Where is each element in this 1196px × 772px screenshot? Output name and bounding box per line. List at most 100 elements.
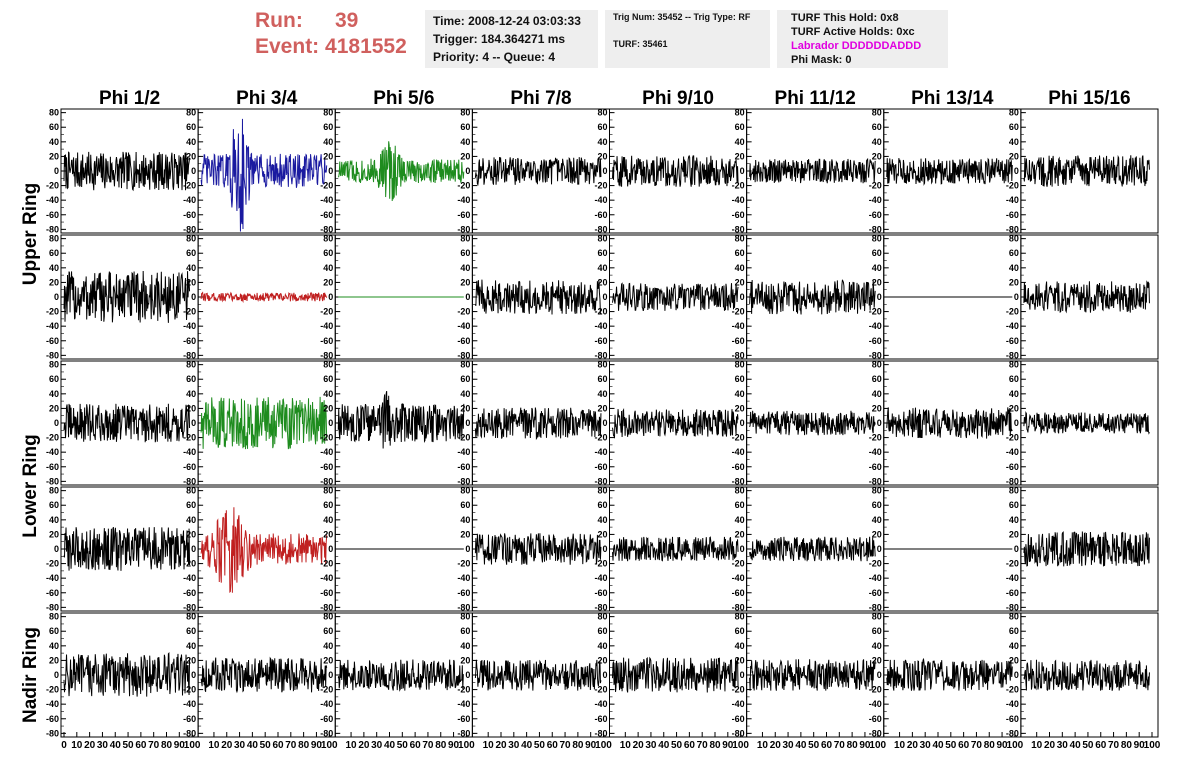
y-tick-label: 60 <box>1009 122 1019 132</box>
y-tick-label: -60 <box>457 714 470 724</box>
waveform-panel <box>334 360 473 486</box>
y-tick-label: -20 <box>457 433 470 443</box>
y-tick-label: -80 <box>732 476 745 486</box>
x-tick-label: 50 <box>260 740 272 751</box>
y-tick-label: -40 <box>732 447 745 457</box>
waveform-trace <box>886 657 1013 691</box>
y-tick-label: 80 <box>49 108 59 118</box>
y-tick-label: 0 <box>328 544 333 554</box>
x-tick-label: 70 <box>148 740 160 751</box>
y-tick-label: 80 <box>1009 486 1019 496</box>
y-tick-label: 40 <box>460 137 470 147</box>
x-tick-label: 70 <box>560 740 572 751</box>
y-tick-label: -20 <box>457 181 470 191</box>
y-tick-label: -20 <box>732 685 745 695</box>
event-label: Event: <box>255 35 320 58</box>
y-tick-label: 60 <box>186 374 196 384</box>
y-tick-label: -20 <box>594 685 607 695</box>
y-tick-label: -20 <box>320 181 333 191</box>
run-value: 39 <box>335 9 359 32</box>
y-tick-label: -40 <box>594 447 607 457</box>
y-tick-label: 20 <box>872 529 882 539</box>
y-tick-label: -60 <box>320 336 333 346</box>
trig-num-text: Trig Num: 35452 -- Trig Type: RF <box>613 12 751 22</box>
y-tick-label: -20 <box>46 181 59 191</box>
y-tick-label: 0 <box>191 670 196 680</box>
y-tick-label: 80 <box>460 234 470 244</box>
waveform-trace <box>749 410 876 436</box>
y-tick-label: 0 <box>465 544 470 554</box>
y-tick-label: 40 <box>49 641 59 651</box>
y-tick-label: 80 <box>872 486 882 496</box>
waveform-trace <box>337 659 465 692</box>
waveform-trace <box>474 279 602 315</box>
y-tick-label: 20 <box>49 277 59 287</box>
y-tick-label: 40 <box>460 389 470 399</box>
y-tick-label: -60 <box>732 462 745 472</box>
y-tick-label: -80 <box>320 602 333 612</box>
y-tick-label: -80 <box>732 224 745 234</box>
y-tick-label: 60 <box>597 248 607 258</box>
waveform-trace <box>200 507 328 594</box>
y-tick-label: 40 <box>872 263 882 273</box>
y-tick-label: -60 <box>46 210 59 220</box>
y-tick-label: -80 <box>457 224 470 234</box>
y-tick-label: -20 <box>869 685 882 695</box>
y-tick-label: -80 <box>594 224 607 234</box>
y-tick-label: -60 <box>869 714 882 724</box>
y-tick-label: -60 <box>869 462 882 472</box>
y-tick-label: -80 <box>183 224 196 234</box>
y-tick-label: 40 <box>1009 137 1019 147</box>
x-tick-label: 50 <box>534 740 546 751</box>
y-tick-label: -20 <box>869 559 882 569</box>
y-tick-label: 60 <box>597 626 607 636</box>
y-tick-label: 20 <box>597 277 607 287</box>
y-tick-label: 40 <box>597 137 607 147</box>
x-tick-label: 80 <box>161 740 173 751</box>
y-tick-label: -20 <box>46 685 59 695</box>
y-tick-label: -40 <box>457 699 470 709</box>
y-tick-label: 0 <box>1014 292 1019 302</box>
y-tick-label: 60 <box>872 122 882 132</box>
y-tick-label: 40 <box>323 137 333 147</box>
waveform-trace <box>200 118 328 232</box>
y-tick-label: 80 <box>597 360 607 370</box>
y-tick-label: 20 <box>49 529 59 539</box>
x-tick-label: 60 <box>821 740 833 751</box>
x-tick-label: 80 <box>572 740 584 751</box>
y-tick-label: -80 <box>457 602 470 612</box>
y-tick-label: 20 <box>460 655 470 665</box>
y-tick-label: 20 <box>460 277 470 287</box>
y-tick-label: 20 <box>186 277 196 287</box>
y-tick-label: -60 <box>594 714 607 724</box>
x-tick-label: 40 <box>932 740 944 751</box>
y-tick-label: 80 <box>735 108 745 118</box>
x-tick-label: 90 <box>859 740 871 751</box>
y-tick-label: -40 <box>732 699 745 709</box>
y-tick-label: 20 <box>872 277 882 287</box>
y-tick-label: -20 <box>183 685 196 695</box>
y-tick-label: 20 <box>1009 655 1019 665</box>
y-tick-label: 80 <box>735 234 745 244</box>
y-tick-label: 20 <box>460 151 470 161</box>
y-tick-label: 80 <box>735 360 745 370</box>
x-tick-label: 10 <box>757 740 769 751</box>
y-tick-label: 40 <box>872 137 882 147</box>
y-tick-label: 0 <box>602 292 607 302</box>
priority-text: Priority: 4 -- Queue: 4 <box>433 50 556 64</box>
x-tick-label: 80 <box>984 740 996 751</box>
waveform-trace <box>749 659 876 691</box>
y-tick-label: -60 <box>594 588 607 598</box>
y-tick-label: 0 <box>465 418 470 428</box>
y-tick-label: -40 <box>1006 195 1019 205</box>
y-tick-label: -80 <box>732 350 745 360</box>
y-tick-label: 20 <box>186 529 196 539</box>
y-tick-label: 80 <box>186 612 196 622</box>
y-tick-label: -20 <box>183 433 196 443</box>
y-tick-label: 0 <box>877 166 882 176</box>
y-tick-label: 40 <box>872 515 882 525</box>
y-tick-label: 20 <box>323 403 333 413</box>
y-tick-label: -80 <box>320 224 333 234</box>
waveform-trace <box>612 154 739 187</box>
